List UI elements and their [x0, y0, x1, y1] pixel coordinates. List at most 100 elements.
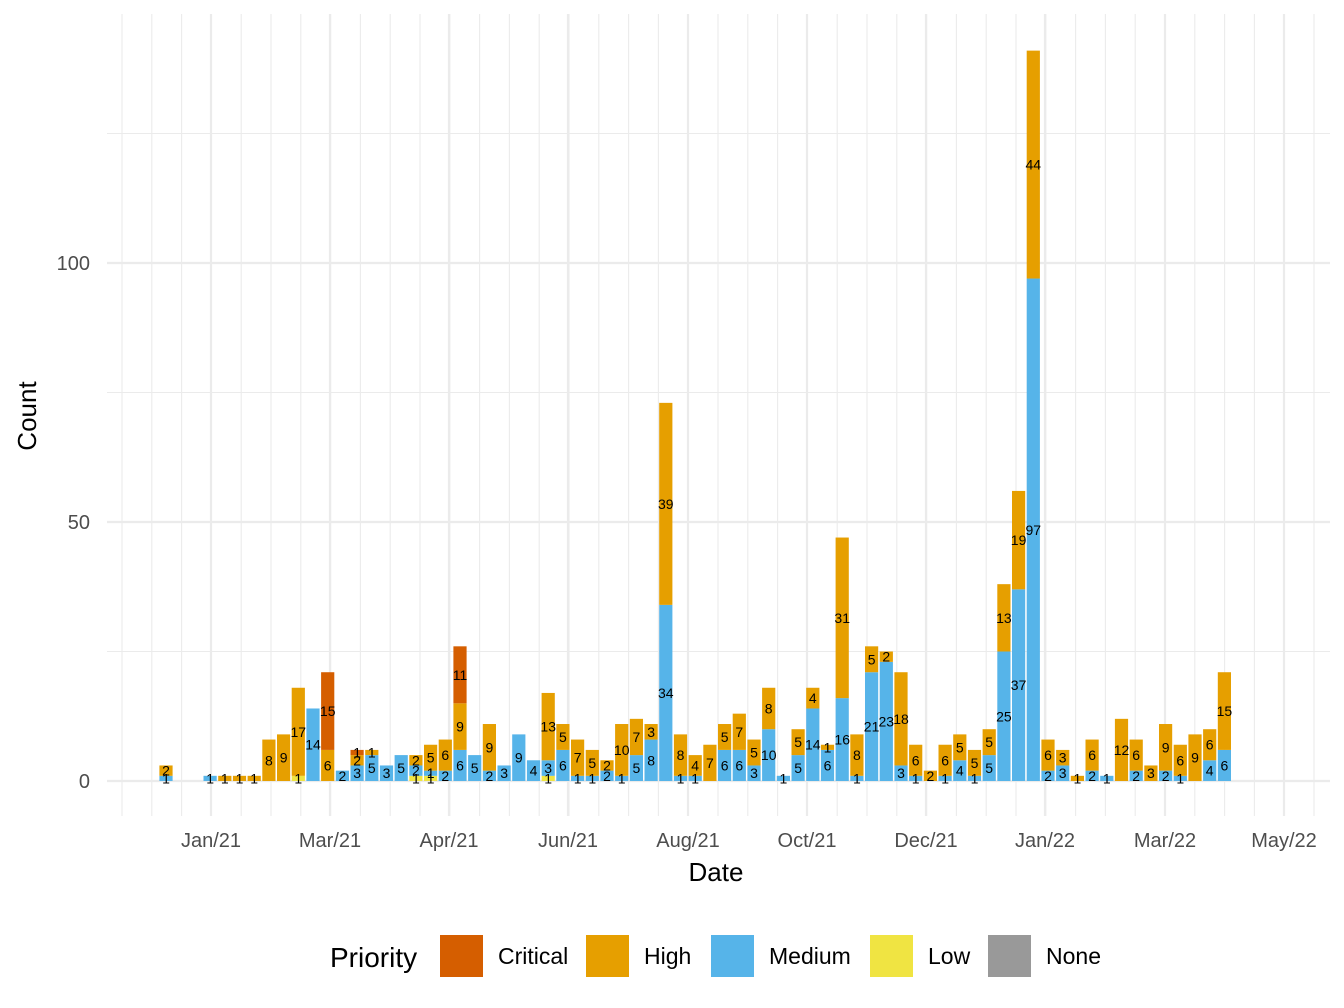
- bar-segment-critical: [321, 672, 335, 750]
- data-label: 6: [559, 757, 567, 773]
- data-label: 3: [500, 765, 508, 781]
- x-axis-ticks: Jan/21 Mar/21 Apr/21 Jun/21 Aug/21 Oct/21 Dec/…: [181, 830, 1317, 852]
- bar-segment-medium: [732, 749, 746, 781]
- bar-segment-high: [291, 687, 305, 776]
- data-label: 2: [412, 763, 420, 779]
- bar-segment-medium: [865, 672, 879, 781]
- x-tick-label: Oct/21: [778, 830, 837, 852]
- bar-segment-medium: [718, 749, 732, 781]
- data-label: 1: [1103, 770, 1111, 786]
- bar-segment-medium: [438, 770, 452, 781]
- bar-segment-medium: [806, 708, 820, 781]
- bar-segment-low: [424, 775, 438, 781]
- data-label: 10: [761, 747, 777, 763]
- bar-segment-medium: [335, 770, 349, 781]
- bar-segment-high: [703, 744, 717, 781]
- bar-segment-high: [277, 734, 291, 781]
- data-label: 9: [456, 719, 464, 735]
- data-label: 2: [1162, 768, 1170, 784]
- x-tick-label: Aug/21: [656, 830, 719, 852]
- data-label: 6: [324, 757, 332, 773]
- data-label: 4: [809, 690, 817, 706]
- bar-segment-high: [615, 724, 629, 776]
- data-label: 1: [544, 770, 552, 786]
- data-label: 1: [368, 745, 376, 761]
- data-label: 1: [250, 770, 258, 786]
- data-label: 1: [236, 770, 244, 786]
- data-label: 3: [897, 765, 905, 781]
- bar-segment-medium: [1203, 760, 1217, 781]
- bar-segment-high: [718, 724, 732, 750]
- bar-segment-medium: [850, 775, 864, 781]
- bar-segment-high: [644, 724, 658, 740]
- bar-segment-medium: [762, 729, 776, 781]
- bar-segment-medium: [997, 651, 1011, 781]
- data-label: 5: [721, 729, 729, 745]
- data-label: 15: [1217, 703, 1233, 719]
- x-tick-label: Apr/21: [420, 830, 479, 852]
- bar-segment-high: [1085, 739, 1099, 771]
- bar-segment-high: [762, 687, 776, 730]
- data-label: 5: [794, 760, 802, 776]
- bar-segment-medium: [541, 760, 555, 776]
- data-label: 5: [633, 760, 641, 776]
- data-label: 5: [397, 760, 405, 776]
- bar-segment-medium: [1159, 770, 1173, 781]
- bar-segment-high: [747, 739, 761, 766]
- bar-segment-high: [909, 744, 923, 776]
- data-label: 14: [805, 737, 821, 753]
- bar-segment-high: [438, 739, 452, 771]
- data-label: 1: [780, 770, 788, 786]
- y-tick-label: 100: [57, 253, 90, 275]
- bar-segment-high: [1144, 765, 1158, 781]
- bar-segment-medium: [1173, 775, 1187, 781]
- data-label: 4: [530, 763, 538, 779]
- bar-segment-medium: [409, 765, 423, 776]
- bar-segment-medium: [526, 760, 541, 781]
- data-label: 3: [544, 760, 552, 776]
- data-label: 7: [735, 724, 743, 740]
- data-label: 1: [427, 770, 435, 786]
- data-label: 44: [1026, 157, 1042, 173]
- bar-segment-medium: [629, 755, 643, 781]
- data-label: 4: [956, 763, 964, 779]
- bar-segment-high: [629, 718, 643, 756]
- bar-segment-high: [1159, 724, 1173, 771]
- bar-segment-critical: [350, 749, 364, 756]
- bar-segment-medium: [512, 734, 526, 781]
- data-label: 19: [1011, 532, 1027, 548]
- data-label: 2: [441, 768, 449, 784]
- data-label: 15: [320, 703, 336, 719]
- bar-segment-medium: [967, 775, 982, 781]
- data-label: 1: [1176, 770, 1184, 786]
- bar-segment-high: [688, 755, 702, 776]
- bar-segment-medium: [1100, 775, 1114, 781]
- data-label: 1: [618, 770, 626, 786]
- data-label: 8: [853, 747, 861, 763]
- bar-segment-medium: [556, 749, 570, 781]
- y-tick-label: 50: [68, 512, 90, 534]
- data-label: 5: [471, 760, 479, 776]
- data-label: 23: [879, 713, 895, 729]
- data-label: 6: [1221, 757, 1229, 773]
- bar-segment-high: [321, 749, 335, 781]
- data-label: 14: [305, 737, 321, 753]
- bar-segment-medium: [306, 708, 320, 781]
- bar-segment-high: [1203, 729, 1217, 761]
- bar-segment-high: [997, 584, 1011, 652]
- bar-segment-medium: [820, 749, 835, 781]
- data-label: 6: [941, 752, 949, 768]
- bar-segment-medium: [1085, 770, 1099, 781]
- x-tick-label: Jan/21: [181, 830, 241, 852]
- data-label: 1: [427, 765, 435, 781]
- data-label: 1: [353, 745, 361, 761]
- data-label: 31: [834, 610, 850, 626]
- y-axis-title: Count: [12, 381, 42, 451]
- data-label: 9: [515, 750, 523, 766]
- data-label: 21: [864, 719, 880, 735]
- legend-key-high: [586, 935, 629, 977]
- data-label: 1: [912, 770, 920, 786]
- bar-segment-medium: [938, 775, 952, 781]
- data-label: 1: [162, 770, 170, 786]
- legend-key-medium: [711, 935, 754, 977]
